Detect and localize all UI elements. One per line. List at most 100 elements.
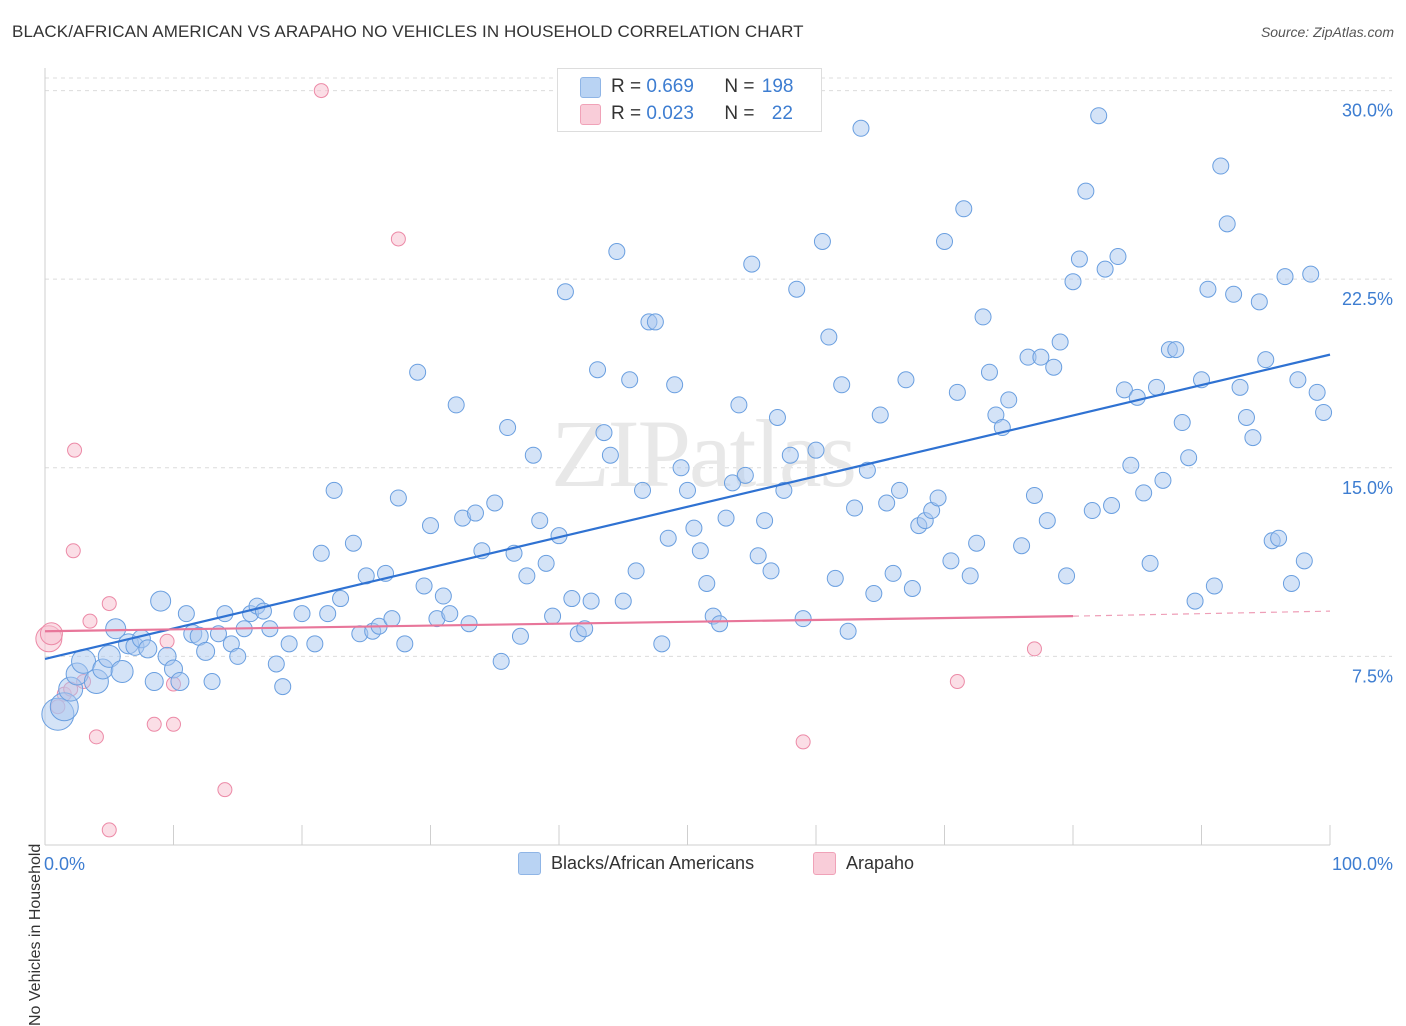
black-african-american-point: [865, 585, 883, 603]
black-african-american-point: [756, 512, 774, 530]
black-african-american-point: [974, 308, 992, 326]
black-african-american-point: [948, 383, 966, 401]
black-african-american-point: [1096, 260, 1114, 278]
black-african-american-point: [216, 605, 234, 623]
black-african-american-point: [858, 461, 876, 479]
black-african-american-point: [1212, 157, 1230, 175]
black-african-american-point: [105, 618, 127, 640]
black-african-american-point: [929, 489, 947, 507]
black-african-american-point: [897, 371, 915, 389]
legend-row-arapaho: R = 0.023 N = 22: [580, 103, 793, 125]
arapaho-point: [101, 596, 117, 612]
black-african-american-point: [672, 459, 690, 477]
legend-r-value: 0.669: [646, 76, 694, 97]
black-african-american-point: [389, 489, 407, 507]
black-african-american-point: [743, 255, 761, 273]
trend-line-blacks: [44, 353, 1331, 660]
black-african-american-point: [576, 620, 594, 638]
black-african-american-point: [466, 504, 484, 522]
arapaho-point: [82, 613, 98, 629]
tick-labels: 7.5% 15.0% 22.5% 30.0% 0.0% 100.0%: [44, 101, 1393, 874]
legend-swatch-blue: [580, 76, 601, 98]
black-african-american-point: [794, 610, 812, 628]
black-african-american-point: [768, 408, 786, 426]
black-african-american-point: [1135, 484, 1153, 502]
black-african-american-point: [441, 605, 459, 623]
black-african-american-point: [319, 605, 337, 623]
black-african-american-point: [608, 243, 626, 261]
black-african-american-point: [97, 644, 121, 668]
black-african-american-point: [1109, 248, 1127, 266]
legend-r-label: R =: [611, 76, 647, 97]
black-african-american-point: [1058, 567, 1076, 585]
black-african-american-point: [1302, 265, 1320, 283]
arapaho-point: [159, 633, 175, 649]
black-african-american-point: [1103, 497, 1121, 515]
black-african-american-point: [685, 519, 703, 537]
black-african-american-point: [679, 481, 696, 499]
trend-line-arapaho-extension: [1072, 610, 1331, 617]
arapaho-point: [1026, 641, 1042, 657]
watermark: ZIPatlas: [551, 400, 855, 507]
black-african-american-point: [110, 659, 134, 683]
black-african-american-point: [589, 361, 607, 379]
arapaho-point: [313, 83, 329, 99]
black-african-american-point: [1225, 285, 1243, 303]
black-african-american-point: [1141, 554, 1159, 572]
black-african-american-point: [1315, 403, 1333, 421]
black-african-american-point: [383, 610, 401, 628]
arapaho-point: [67, 442, 83, 458]
black-african-american-point: [177, 605, 195, 623]
black-african-american-point: [492, 652, 510, 670]
black-african-american-point: [486, 494, 504, 512]
black-african-american-point: [1257, 351, 1275, 369]
bottom-legend-label-arapaho: Arapaho: [846, 853, 915, 873]
black-african-american-point: [306, 635, 324, 653]
legend-swatch-pink: [580, 103, 601, 125]
black-african-american-point: [1199, 280, 1217, 298]
legend-n-value: 22: [771, 103, 793, 124]
scatter-chart: ZIPatlas 7.5% 15.0% 22.5% 30.0% 0.0% 100.0%: [35, 68, 1393, 874]
black-african-american-point: [138, 639, 158, 659]
black-african-american-point: [1154, 471, 1172, 489]
x-tick-label-min: 0.0%: [44, 854, 85, 874]
black-african-american-point: [1070, 250, 1088, 268]
black-african-american-point: [762, 562, 780, 580]
black-african-american-point: [1013, 537, 1031, 555]
bottom-legend-arapaho: Arapaho: [813, 852, 914, 875]
black-african-american-point: [711, 615, 729, 633]
black-african-american-point: [409, 363, 427, 381]
black-african-american-point: [518, 567, 536, 585]
black-african-american-point: [884, 564, 902, 582]
arapaho-point: [39, 622, 63, 646]
black-african-american-point: [1090, 107, 1108, 125]
source-label: Source: ZipAtlas.com: [1260, 24, 1394, 40]
arapaho-point: [949, 674, 965, 690]
black-african-american-point: [936, 232, 953, 250]
black-african-american-point: [274, 678, 292, 696]
black-african-american-point: [736, 466, 754, 484]
black-african-american-point: [332, 590, 350, 608]
black-african-american-point: [1025, 486, 1043, 504]
black-african-american-point: [1032, 348, 1050, 366]
black-african-american-point: [980, 363, 998, 381]
black-african-american-point: [422, 517, 439, 535]
arapaho-point: [65, 543, 81, 559]
black-african-american-point: [1180, 449, 1198, 467]
chart-title: BLACK/AFRICAN AMERICAN VS ARAPAHO NO VEH…: [12, 22, 804, 41]
black-african-american-point: [839, 622, 857, 640]
arapaho-point: [795, 734, 811, 750]
y-tick-label: 22.5%: [1342, 289, 1393, 309]
black-african-american-point: [775, 481, 793, 499]
black-african-american-point: [415, 577, 433, 595]
black-african-american-point: [852, 119, 870, 137]
black-african-american-point: [653, 635, 671, 653]
trend-lines: [44, 353, 1331, 660]
black-african-american-point: [531, 512, 549, 530]
black-african-american-point: [1000, 391, 1018, 409]
black-african-american-point: [698, 574, 716, 592]
black-african-american-point: [968, 534, 986, 552]
black-african-american-point: [878, 494, 896, 512]
legend-n-label: N =: [724, 76, 760, 97]
black-african-american-point: [614, 592, 632, 610]
